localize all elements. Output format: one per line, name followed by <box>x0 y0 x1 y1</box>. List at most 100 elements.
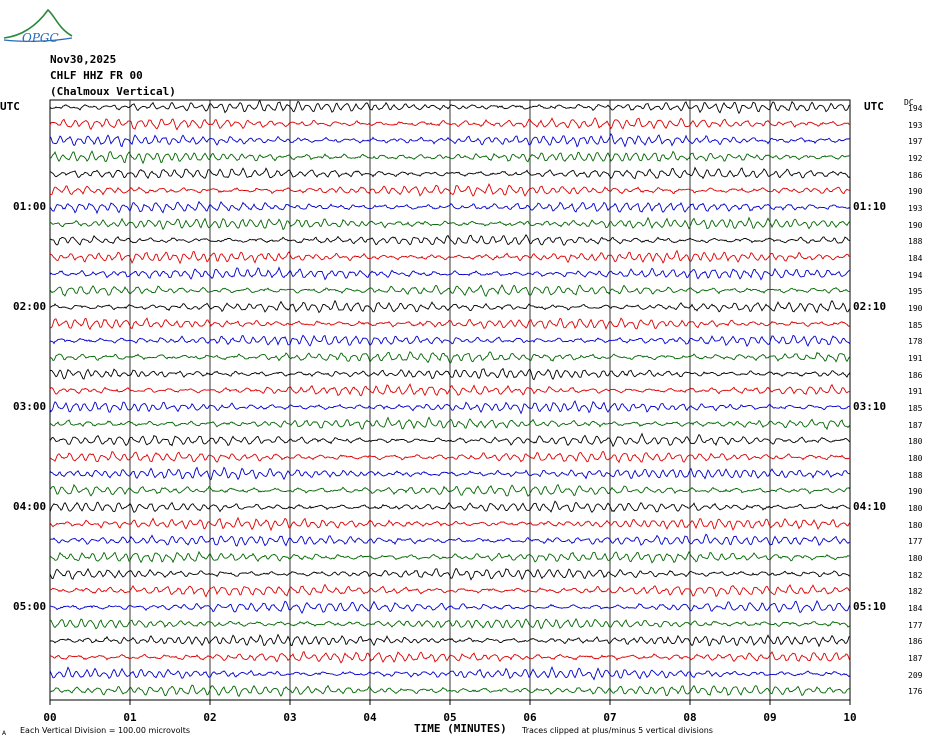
dc-offset-26: 177 <box>908 537 923 547</box>
seismic-trace-35 <box>49 684 851 698</box>
seismic-trace-4 <box>49 166 851 180</box>
seismic-trace-6 <box>49 200 851 215</box>
dc-offset-14: 178 <box>908 337 923 347</box>
seismic-trace-30 <box>50 600 851 614</box>
dc-offset-15: 191 <box>908 354 923 364</box>
x-tick-label: 01 <box>123 711 137 724</box>
dc-offset-25: 180 <box>908 520 923 530</box>
seismic-trace-33 <box>49 650 851 664</box>
x-tick-label: 07 <box>603 711 617 724</box>
x-tick-label: 09 <box>763 711 777 724</box>
x-tick-label: 03 <box>283 711 297 724</box>
x-tick-label: 00 <box>43 711 57 724</box>
dc-offset-22: 188 <box>908 470 923 480</box>
seismic-trace-34 <box>49 666 851 681</box>
left-time-label: 02:00 <box>13 300 47 314</box>
dc-offset-6: 193 <box>908 204 923 214</box>
station-label: CHLF HHZ FR 00 <box>50 69 143 82</box>
seismic-trace-24 <box>49 500 851 514</box>
dc-offset-20: 180 <box>908 437 923 447</box>
seismic-trace-19 <box>49 416 851 431</box>
dc-offset-11: 195 <box>908 287 923 297</box>
seismic-trace-14 <box>49 334 851 348</box>
dc-offset-30: 184 <box>908 604 923 614</box>
date-label: Nov30,2025 <box>50 53 117 66</box>
seismic-trace-29 <box>49 583 851 598</box>
seismic-trace-25 <box>49 516 851 532</box>
dc-offset-16: 186 <box>908 370 923 380</box>
dc-offset-4: 186 <box>908 170 923 180</box>
dc-offset-33: 187 <box>908 654 923 664</box>
dc-offset-12: 190 <box>908 304 923 314</box>
seismic-trace-21 <box>49 450 851 464</box>
seismic-trace-12 <box>50 299 851 314</box>
seismic-trace-9 <box>49 249 851 265</box>
opgc-logo: OPGC <box>3 8 73 45</box>
dc-offset-8: 188 <box>908 237 923 247</box>
seismic-trace-26 <box>49 533 851 547</box>
seismic-trace-16 <box>49 367 851 381</box>
footer-mark: A <box>2 730 7 737</box>
right-time-label: 01:10 <box>853 200 887 214</box>
seismic-trace-3 <box>49 150 851 165</box>
dc-offset-17: 191 <box>908 387 923 397</box>
dc-header: DC <box>904 98 914 107</box>
logo-text: OPGC <box>22 31 59 45</box>
dc-offset-0: 194 <box>908 104 923 113</box>
left-time-label: 04:00 <box>13 500 47 514</box>
dc-offset-5: 190 <box>908 187 923 197</box>
dc-offset-21: 180 <box>908 454 923 464</box>
seismic-trace-23 <box>49 483 851 497</box>
dc-offset-13: 185 <box>908 320 923 330</box>
dc-offset-10: 194 <box>908 270 923 280</box>
x-tick-label: 06 <box>523 711 537 724</box>
seismic-trace-7 <box>49 216 851 231</box>
seismic-trace-22 <box>49 466 851 481</box>
left-time-label: 05:00 <box>13 600 47 614</box>
dc-offset-3: 192 <box>908 154 923 163</box>
location-label: (Chalmoux Vertical) <box>50 85 176 98</box>
seismic-trace-11 <box>49 283 851 297</box>
x-tick-label: 02 <box>203 711 217 724</box>
dc-offset-32: 186 <box>908 637 923 647</box>
seismic-trace-0 <box>49 100 851 115</box>
dc-offset-7: 190 <box>908 220 923 230</box>
seismic-trace-10 <box>49 266 851 281</box>
dc-offset-29: 182 <box>908 587 923 597</box>
seismic-trace-31 <box>49 617 851 630</box>
seismic-trace-28 <box>49 567 851 581</box>
seismic-trace-2 <box>49 133 851 148</box>
dc-offset-18: 185 <box>908 404 923 414</box>
x-axis-label: TIME (MINUTES) <box>414 722 507 735</box>
seismic-trace-13 <box>49 317 851 331</box>
right-time-label: 02:10 <box>853 300 887 314</box>
dc-offset-9: 184 <box>908 254 923 264</box>
seismic-trace-32 <box>49 633 851 648</box>
x-tick-label: 05 <box>443 711 457 724</box>
left-time-label: 01:00 <box>13 200 47 214</box>
dc-offset-23: 190 <box>908 487 923 497</box>
dc-offset-1: 193 <box>908 120 923 130</box>
dc-offset-31: 177 <box>908 620 923 630</box>
dc-offset-34: 209 <box>908 670 923 680</box>
seismic-trace-17 <box>49 383 851 397</box>
right-time-label: 05:10 <box>853 600 887 614</box>
right-utc-label: UTC <box>864 100 884 113</box>
seismic-trace-27 <box>49 550 851 564</box>
dc-offset-2: 197 <box>908 137 923 147</box>
seismic-trace-20 <box>49 432 851 448</box>
right-time-label: 03:10 <box>853 400 887 414</box>
vertical-division-note: Each Vertical Division = 100.00 microvol… <box>20 726 191 735</box>
seismic-trace-18 <box>49 400 851 415</box>
dc-offset-27: 180 <box>908 554 923 564</box>
x-tick-label: 04 <box>363 711 377 724</box>
clip-note: Traces clipped at plus/minus 5 vertical … <box>522 726 713 735</box>
dc-offset-19: 187 <box>908 420 923 430</box>
left-time-label: 03:00 <box>13 400 47 414</box>
left-utc-label: UTC <box>0 100 20 113</box>
x-tick-label: 08 <box>683 711 697 724</box>
dc-offset-35: 176 <box>908 687 923 697</box>
x-tick-label: 10 <box>843 711 857 724</box>
right-time-label: 04:10 <box>853 500 887 514</box>
